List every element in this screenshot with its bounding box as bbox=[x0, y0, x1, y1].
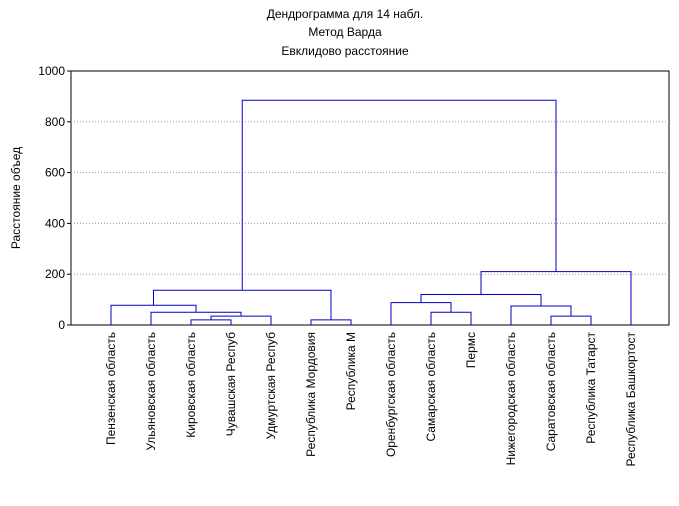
y-tick-label: 600 bbox=[45, 166, 65, 180]
x-tick-label: Саратовская область bbox=[544, 332, 558, 451]
x-tick-label: Ульяновская область bbox=[144, 332, 158, 451]
y-axis-label: Расстояние объед bbox=[9, 147, 23, 249]
y-tick-label: 800 bbox=[45, 115, 65, 129]
y-tick-label: 200 bbox=[45, 267, 65, 281]
x-tick-label: Республика Татарст bbox=[584, 331, 598, 443]
x-tick-label: Республика М bbox=[344, 332, 358, 410]
y-tick-label: 1000 bbox=[38, 64, 65, 78]
y-tick-label: 400 bbox=[45, 216, 65, 230]
dendrogram-link bbox=[420, 294, 542, 306]
x-tick-label: Нижегородская область bbox=[504, 332, 518, 465]
dendrogram-link bbox=[110, 304, 197, 325]
dendrogram-link bbox=[480, 271, 632, 325]
chart-subtitle: Евклидово расстояние bbox=[281, 44, 409, 58]
dendrogram-link bbox=[430, 311, 472, 325]
x-tick-label: Республика Мордовия bbox=[304, 332, 318, 457]
dendrogram-link bbox=[390, 302, 452, 325]
plot-frame bbox=[70, 70, 670, 326]
x-tick-label: Пермс bbox=[464, 332, 478, 368]
x-tick-label: Самарская область bbox=[424, 332, 438, 442]
x-tick-label: Кировская область bbox=[184, 332, 198, 438]
dendrogram-link bbox=[310, 319, 352, 325]
dendrogram-link bbox=[550, 315, 592, 325]
dendrogram-link bbox=[241, 99, 557, 291]
dendrogram-link bbox=[190, 319, 232, 325]
chart-subtitle: Метод Варда bbox=[308, 25, 382, 39]
y-tick-label: 0 bbox=[58, 318, 65, 332]
dendrogram-link bbox=[210, 315, 272, 325]
dendrogram-link bbox=[150, 311, 242, 325]
x-tick-label: Удмуртская Респуб bbox=[264, 332, 278, 440]
x-tick-label: Чувашская Респуб bbox=[224, 332, 238, 436]
x-tick-label: Оренбургская область bbox=[384, 332, 398, 457]
x-tick-label: Пензенская область bbox=[104, 332, 118, 445]
chart-title: Дендрограмма для 14 набл. bbox=[267, 7, 424, 21]
x-tick-label: Республика Башкортост bbox=[624, 332, 638, 467]
dendrogram-link bbox=[510, 305, 572, 325]
